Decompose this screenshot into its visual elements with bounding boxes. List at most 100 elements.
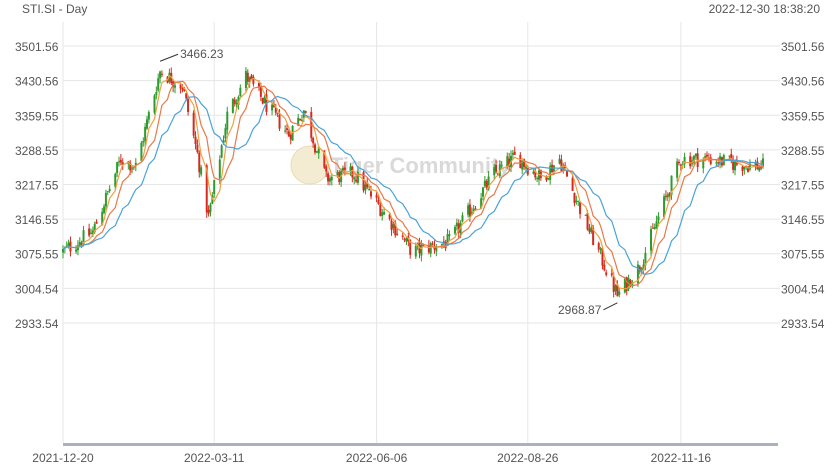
candle-body <box>353 177 356 180</box>
candle-body <box>209 204 212 212</box>
candle-body <box>116 161 119 174</box>
candle-body <box>172 81 175 87</box>
candle-body <box>683 156 686 165</box>
candle-body <box>368 189 371 191</box>
candle-body <box>706 154 708 157</box>
candle-body <box>218 159 221 179</box>
candle-body <box>187 99 190 112</box>
candle-body <box>233 99 236 104</box>
candle-body <box>573 193 576 204</box>
candle-body <box>431 243 434 245</box>
candle-body <box>67 243 70 248</box>
candle-body <box>588 228 591 232</box>
candle-body <box>519 154 522 169</box>
candle-body <box>676 161 679 178</box>
candle-body <box>547 177 550 179</box>
candle-body <box>261 97 264 104</box>
candle-body <box>131 167 134 169</box>
candle-body <box>119 159 122 163</box>
y-tick-label-left: 3288.55 <box>15 144 59 158</box>
candle-body <box>237 96 240 106</box>
ma-mid-line <box>62 80 764 287</box>
candle-body <box>330 176 333 181</box>
candle-body <box>312 137 315 144</box>
y-tick-label-left: 3075.55 <box>15 248 59 262</box>
candle-body <box>702 159 705 169</box>
candle-body <box>174 85 176 88</box>
candle-body <box>668 193 671 196</box>
y-tick-label-right: 3359.55 <box>781 109 825 123</box>
candle-body <box>709 157 712 165</box>
candle-body <box>65 245 68 247</box>
candle-body <box>442 241 445 244</box>
candle-body <box>159 71 162 79</box>
candle-body <box>599 248 602 250</box>
candle-body <box>323 150 326 168</box>
candle-body <box>388 214 391 219</box>
candle-body <box>78 241 81 246</box>
candle-body <box>420 245 423 256</box>
candle-body <box>194 136 197 145</box>
candle-body <box>93 223 96 232</box>
candle-body <box>454 226 456 234</box>
candle-body <box>274 107 277 113</box>
candle-body <box>631 282 634 287</box>
candle-body <box>482 187 484 197</box>
candle-body <box>90 232 92 234</box>
candle-body <box>521 160 524 170</box>
x-tick-label: 2022-03-11 <box>184 451 245 465</box>
candle-body <box>69 241 72 252</box>
candle-body <box>244 70 247 89</box>
candle-body <box>299 118 302 120</box>
candle-body <box>754 162 757 166</box>
candle-body <box>226 111 229 130</box>
symbol-label: STI.SI - Day <box>22 2 87 16</box>
candle-body <box>485 181 488 188</box>
candle-body <box>146 119 148 129</box>
candle-body <box>379 204 382 216</box>
x-axis-line <box>63 443 778 446</box>
candle-body <box>355 179 358 182</box>
candle-body <box>246 72 249 82</box>
candle-body <box>577 200 580 202</box>
candle-body <box>734 160 736 171</box>
candle-body <box>597 243 600 250</box>
candle-body <box>455 222 458 227</box>
annotation-low-label: 2968.87 <box>558 303 602 317</box>
candle-body <box>153 95 156 113</box>
candle-body <box>605 272 608 275</box>
candle-body <box>446 234 449 246</box>
candle-body <box>342 167 344 171</box>
candle-body <box>584 214 587 216</box>
candle-body <box>704 156 707 159</box>
candle-body <box>457 223 460 233</box>
candle-body <box>678 162 680 164</box>
candle-body <box>405 238 408 242</box>
candle-body <box>508 158 511 167</box>
candle-body <box>670 175 673 196</box>
candle-body <box>513 151 516 155</box>
candle-body <box>250 75 253 80</box>
candle-body <box>231 98 234 113</box>
y-tick-label-left: 3146.55 <box>15 213 59 227</box>
candle-body <box>134 162 137 166</box>
candle-body <box>140 142 143 162</box>
candle-body <box>287 131 290 137</box>
y-axis-right: 3501.56 3430.56 3359.55 3288.55 3217.55 3146.… <box>781 40 825 331</box>
candle-body <box>534 171 537 178</box>
candle-body <box>532 171 535 174</box>
candle-body <box>328 177 331 182</box>
candle-body <box>314 144 316 153</box>
candle-body <box>88 228 91 236</box>
candle-body <box>468 204 471 217</box>
y-tick-label-right: 3075.55 <box>781 248 825 262</box>
candle-body <box>259 86 262 97</box>
candle-body <box>536 178 539 180</box>
candle-body <box>483 180 486 187</box>
candle-body <box>179 84 182 89</box>
candle-body <box>461 215 464 222</box>
x-tick-label: 2022-08-26 <box>497 451 559 465</box>
candle-body <box>114 173 117 187</box>
